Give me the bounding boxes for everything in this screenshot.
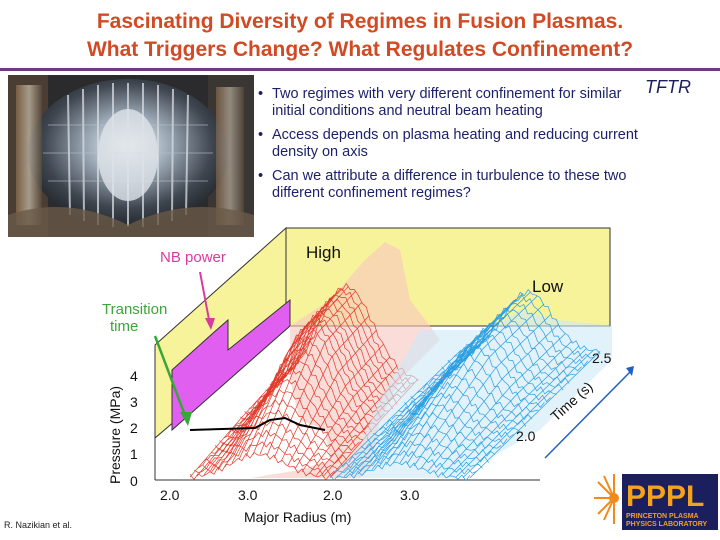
mesh-line: [366, 402, 508, 445]
mesh-line: [336, 349, 468, 478]
low-regime-mesh: [329, 289, 612, 482]
mesh-line: [308, 365, 398, 475]
mesh-line: [459, 289, 601, 355]
x-tick-label: 2.0: [323, 487, 343, 503]
transition-time-trace: [189, 416, 326, 431]
y-tick-label: 1: [130, 446, 138, 462]
x-axis-label: Major Radius (m): [244, 509, 351, 525]
mesh-line: [427, 324, 559, 472]
nb-power-label: NB power: [160, 249, 226, 266]
y-tick-label: 2: [130, 420, 138, 436]
pppl-logo: PPPL PRINCETON PLASMA PHYSICS LABORATORY: [594, 474, 718, 530]
mesh-line: [399, 291, 531, 464]
time-tick-label: 2.0: [516, 428, 536, 444]
logo-subtitle-line2: PHYSICS LABORATORY: [626, 521, 707, 528]
tokamak-vessel-photo: [8, 75, 254, 237]
bullet-item: • Two regimes with very different confine…: [258, 86, 622, 119]
mesh-line: [385, 298, 517, 465]
mesh-line: [280, 315, 370, 462]
mesh-line: [462, 350, 594, 478]
y-tick-label: 4: [130, 368, 138, 384]
logo-text: PPPL: [626, 480, 704, 513]
mesh-line: [357, 336, 489, 475]
logo-subtitle-line1: PRINCETON PLASMA: [626, 513, 699, 520]
mesh-line: [329, 350, 461, 478]
y-tick-label: 0: [130, 473, 138, 489]
transition-label-line2: time: [110, 318, 138, 335]
bullet-list: • Two regimes with very different confine…: [258, 86, 648, 209]
transition-label-line1: Transition: [102, 301, 167, 318]
mesh-line: [231, 321, 321, 464]
mesh-line: [301, 356, 391, 472]
mesh-line: [441, 340, 573, 476]
bullet-text: Can we attribute a difference in turbule…: [272, 168, 627, 201]
bullet-item: • Access depends on plasma heating and re…: [258, 127, 638, 160]
transition-arrow: [153, 335, 188, 419]
mesh-line: [434, 333, 566, 474]
mesh-line: [277, 282, 419, 381]
nb-power-arrow: [199, 271, 211, 326]
mesh-line: [455, 348, 587, 478]
high-regime-label: High: [306, 243, 341, 262]
nb-power-arrowhead: [205, 318, 215, 330]
slide-title-line1: Fascinating Diversity of Regimes in Fusi…: [96, 10, 624, 33]
y-axis-label: Pressure (MPa): [107, 386, 123, 484]
mesh-line: [350, 342, 482, 477]
mesh-line: [343, 346, 475, 478]
mesh-line: [287, 330, 377, 466]
low-regime-label: Low: [532, 277, 564, 296]
mesh-line: [329, 460, 471, 482]
mesh-line: [406, 295, 538, 465]
x-tick-label: 2.0: [160, 487, 180, 503]
time-tick-label: 2.5: [592, 350, 612, 366]
x-tick-label: 3.0: [238, 487, 258, 503]
author-credit: R. Nazikian et al.: [4, 520, 73, 530]
mesh-line: [410, 338, 551, 403]
mesh-line: [273, 288, 415, 385]
bullet-item: • Can we attribute a difference in turbul…: [258, 168, 627, 201]
y-tick-label: 3: [130, 394, 138, 410]
time-axis-arrowhead: [626, 366, 634, 376]
mesh-line: [294, 344, 384, 469]
mesh-line: [413, 303, 545, 467]
mesh-line: [189, 377, 279, 478]
mesh-line: [259, 286, 349, 455]
mesh-line: [189, 452, 331, 481]
bullet-text: Access depends on plasma heating and red…: [272, 127, 638, 160]
bullet-text: Two regimes with very different confinem…: [272, 86, 622, 119]
slide-title-line2: What Triggers Change? What Regulates Con…: [86, 38, 634, 61]
x-tick-label: 3.0: [400, 487, 420, 503]
mesh-line: [447, 303, 589, 367]
time-axis-line: [544, 369, 633, 459]
mesh-line: [266, 291, 356, 456]
transition-arrowhead: [180, 412, 192, 426]
mesh-line: [378, 307, 510, 468]
mesh-line: [273, 301, 363, 459]
machine-label: TFTR: [645, 77, 691, 97]
mesh-line: [252, 287, 342, 455]
mesh-line: [441, 307, 582, 372]
mesh-line: [469, 351, 601, 479]
mesh-line: [420, 313, 552, 469]
mesh-line: [448, 345, 580, 477]
mesh-line: [392, 293, 524, 464]
title-divider: [0, 68, 720, 71]
